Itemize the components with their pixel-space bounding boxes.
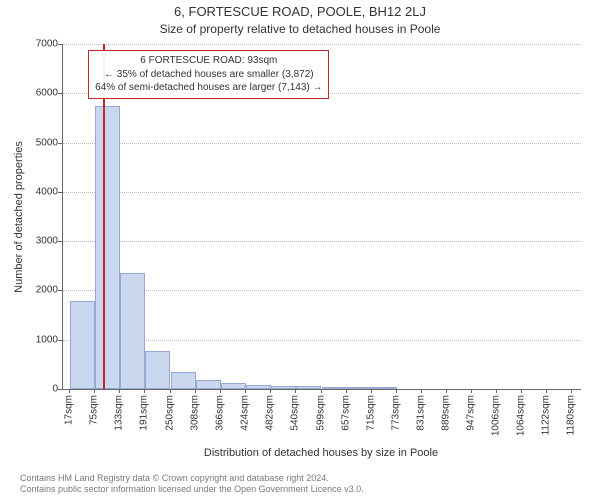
x-axis-label: Distribution of detached houses by size … bbox=[62, 447, 580, 459]
histogram-bar bbox=[296, 386, 321, 389]
x-tick-mark bbox=[396, 389, 397, 393]
y-tick-label: 4000 bbox=[18, 186, 58, 197]
y-tick-label: 5000 bbox=[18, 137, 58, 148]
x-tick-mark bbox=[295, 389, 296, 393]
histogram-bar bbox=[145, 351, 170, 389]
footer-attribution: Contains HM Land Registry data © Crown c… bbox=[20, 473, 590, 496]
histogram-bar bbox=[347, 387, 372, 389]
x-tick-label: 424sqm bbox=[240, 395, 251, 431]
chart-container: 6, FORTESCUE ROAD, POOLE, BH12 2LJ Size … bbox=[0, 0, 600, 500]
property-callout: 6 FORTESCUE ROAD: 93sqm← 35% of detached… bbox=[88, 50, 329, 99]
histogram-bar bbox=[221, 383, 246, 389]
y-tick-label: 7000 bbox=[18, 39, 58, 50]
x-tick-mark bbox=[471, 389, 472, 393]
x-tick-label: 773sqm bbox=[390, 395, 401, 431]
x-tick-mark bbox=[69, 389, 70, 393]
callout-line: ← 35% of detached houses are smaller (3,… bbox=[95, 68, 322, 82]
x-tick-mark bbox=[496, 389, 497, 393]
histogram-bar bbox=[95, 106, 120, 389]
x-tick-mark bbox=[346, 389, 347, 393]
histogram-bar bbox=[120, 273, 145, 389]
x-tick-mark bbox=[245, 389, 246, 393]
y-tick-mark bbox=[58, 290, 62, 291]
histogram-bar bbox=[372, 387, 397, 389]
x-tick-mark bbox=[94, 389, 95, 393]
x-tick-label: 133sqm bbox=[114, 395, 125, 431]
gridline-h bbox=[63, 192, 581, 193]
y-tick-label: 1000 bbox=[18, 334, 58, 345]
chart-title: 6, FORTESCUE ROAD, POOLE, BH12 2LJ bbox=[0, 4, 600, 19]
callout-line: 64% of semi-detached houses are larger (… bbox=[95, 81, 322, 95]
x-tick-label: 657sqm bbox=[340, 395, 351, 431]
x-tick-label: 1006sqm bbox=[491, 395, 502, 436]
chart-subtitle: Size of property relative to detached ho… bbox=[0, 22, 600, 36]
footer-line-1: Contains HM Land Registry data © Crown c… bbox=[20, 473, 590, 485]
gridline-h bbox=[63, 241, 581, 242]
x-tick-label: 1064sqm bbox=[516, 395, 527, 436]
x-tick-mark bbox=[220, 389, 221, 393]
x-tick-mark bbox=[119, 389, 120, 393]
histogram-bar bbox=[171, 372, 196, 389]
x-tick-mark bbox=[446, 389, 447, 393]
x-tick-mark bbox=[195, 389, 196, 393]
x-tick-mark bbox=[270, 389, 271, 393]
footer-line-2: Contains public sector information licen… bbox=[20, 484, 590, 496]
histogram-bar bbox=[246, 385, 271, 389]
gridline-h bbox=[63, 143, 581, 144]
y-tick-mark bbox=[58, 143, 62, 144]
x-tick-label: 75sqm bbox=[89, 395, 100, 425]
y-tick-mark bbox=[58, 389, 62, 390]
x-tick-label: 1180sqm bbox=[566, 395, 577, 435]
histogram-bar bbox=[196, 380, 221, 389]
x-tick-label: 17sqm bbox=[64, 395, 75, 425]
x-tick-mark bbox=[144, 389, 145, 393]
x-tick-mark bbox=[371, 389, 372, 393]
x-tick-mark bbox=[421, 389, 422, 393]
callout-line: 6 FORTESCUE ROAD: 93sqm bbox=[95, 54, 322, 68]
y-tick-mark bbox=[58, 44, 62, 45]
x-tick-label: 947sqm bbox=[465, 395, 476, 431]
y-tick-mark bbox=[58, 340, 62, 341]
y-tick-label: 6000 bbox=[18, 88, 58, 99]
y-tick-mark bbox=[58, 93, 62, 94]
gridline-h bbox=[63, 44, 581, 45]
x-tick-mark bbox=[546, 389, 547, 393]
y-tick-mark bbox=[58, 192, 62, 193]
x-tick-label: 1122sqm bbox=[541, 395, 552, 435]
x-tick-label: 599sqm bbox=[315, 395, 326, 431]
x-tick-mark bbox=[521, 389, 522, 393]
y-tick-label: 3000 bbox=[18, 236, 58, 247]
y-tick-mark bbox=[58, 241, 62, 242]
x-tick-mark bbox=[321, 389, 322, 393]
histogram-bar bbox=[322, 387, 347, 389]
x-tick-label: 831sqm bbox=[415, 395, 426, 431]
x-tick-label: 715sqm bbox=[365, 395, 376, 431]
x-tick-mark bbox=[571, 389, 572, 393]
x-tick-label: 250sqm bbox=[164, 395, 175, 431]
x-tick-label: 889sqm bbox=[440, 395, 451, 431]
y-tick-label: 0 bbox=[18, 384, 58, 395]
y-axis-label: Number of detached properties bbox=[13, 141, 25, 293]
y-tick-label: 2000 bbox=[18, 285, 58, 296]
x-tick-label: 482sqm bbox=[265, 395, 276, 431]
x-tick-mark bbox=[170, 389, 171, 393]
histogram-bar bbox=[70, 301, 95, 389]
x-tick-label: 540sqm bbox=[290, 395, 301, 431]
x-tick-label: 191sqm bbox=[139, 395, 150, 431]
x-tick-label: 366sqm bbox=[214, 395, 225, 431]
histogram-bar bbox=[271, 386, 296, 389]
x-tick-label: 308sqm bbox=[189, 395, 200, 431]
